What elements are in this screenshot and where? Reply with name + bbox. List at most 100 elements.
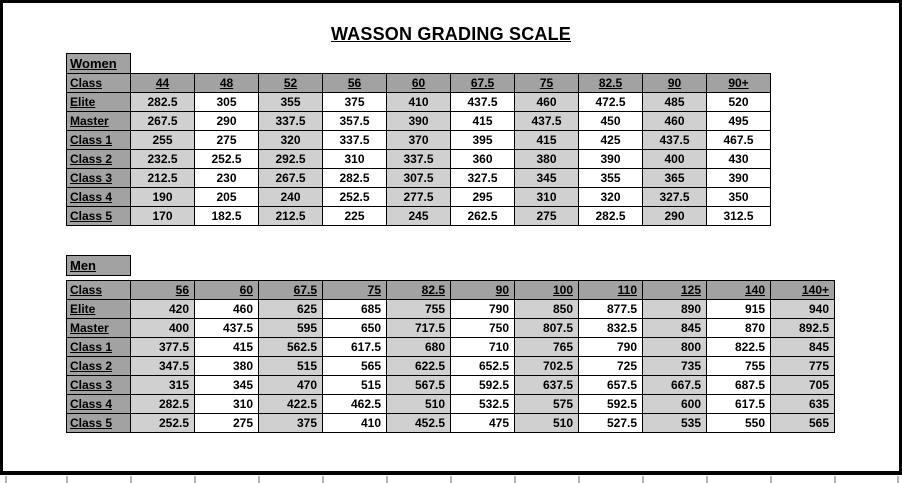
value-cell: 262.5 [450,206,515,226]
weight-class-header: 140 [706,280,771,300]
value-cell: 400 [642,149,707,169]
value-cell: 400 [130,318,195,338]
gridline-tick [897,476,899,483]
page-title: WASSON GRADING SCALE [330,24,571,44]
value-cell: 685 [322,299,387,319]
value-cell: 170 [130,206,195,226]
row-label: Class 1 [66,130,131,150]
value-cell: 282.5 [578,206,643,226]
value-cell: 755 [706,356,771,376]
value-cell: 355 [578,168,643,188]
value-cell: 710 [450,337,515,357]
value-cell: 282.5 [130,394,195,414]
value-cell: 832.5 [578,318,643,338]
value-cell: 377.5 [130,337,195,357]
weight-class-header: 90+ [706,73,771,93]
table-row: Class 5 252.5 275 375 410 452.5 475 510 527.5 535… [66,413,835,433]
weight-class-header: 82.5 [578,73,643,93]
value-cell: 292.5 [258,149,323,169]
row-label: Class 4 [66,394,131,414]
value-cell: 355 [258,92,323,112]
value-cell: 680 [386,337,451,357]
weight-class-header: 60 [386,73,451,93]
value-cell: 650 [322,318,387,338]
value-cell: 282.5 [130,92,195,112]
row-label: Elite [66,92,131,112]
value-cell: 310 [514,187,579,207]
value-cell: 430 [706,149,771,169]
row-label: Class 3 [66,375,131,395]
value-cell: 467.5 [706,130,771,150]
value-cell: 765 [514,337,579,357]
value-cell: 755 [386,299,451,319]
value-cell: 275 [514,206,579,226]
value-cell: 360 [450,149,515,169]
value-cell: 337.5 [258,111,323,131]
value-cell: 845 [770,337,835,357]
weight-class-header: 56 [322,73,387,93]
value-cell: 592.5 [450,375,515,395]
table-row: Class 5 170 182.5 212.5 225 245 262.5 275 282.5 2… [66,206,771,226]
weight-class-header: 56 [130,280,195,300]
women-header-row: Class 44 48 52 56 60 67.5 75 82.5 90 90+ [66,73,771,93]
value-cell: 275 [194,130,259,150]
value-cell: 705 [770,375,835,395]
value-cell: 892.5 [770,318,835,338]
weight-class-header: 90 [450,280,515,300]
gridline-tick [706,476,708,483]
table-row: Class 2 232.5 252.5 292.5 310 337.5 360 380 390 4… [66,149,771,169]
men-grading-table: Class 56 60 67.5 75 82.5 90 100 110 125 140 140+ Eli… [66,280,835,433]
women-grading-table: Class 44 48 52 56 60 67.5 75 82.5 90 90+ Elite 282.5… [66,73,771,226]
value-cell: 375 [322,92,387,112]
value-cell: 252.5 [194,149,259,169]
value-cell: 212.5 [130,168,195,188]
value-cell: 845 [642,318,707,338]
value-cell: 485 [642,92,707,112]
value-cell: 870 [706,318,771,338]
row-label: Class 5 [66,413,131,433]
men-table-body: Class 56 60 67.5 75 82.5 90 100 110 125 140 140+ Eli… [66,280,835,433]
value-cell: 562.5 [258,337,323,357]
value-cell: 345 [514,168,579,188]
table-row: Class 4 282.5 310 422.5 462.5 510 532.5 575 592.… [66,394,835,414]
weight-class-header: 67.5 [258,280,323,300]
value-cell: 212.5 [258,206,323,226]
value-cell: 182.5 [194,206,259,226]
value-cell: 420 [130,299,195,319]
table-row: Class 4 190 205 240 252.5 277.5 295 310 320 327.5… [66,187,771,207]
value-cell: 395 [450,130,515,150]
value-cell: 380 [514,149,579,169]
value-cell: 320 [578,187,643,207]
value-cell: 717.5 [386,318,451,338]
table-row: Class 3 212.5 230 267.5 282.5 307.5 327.5 345 35… [66,168,771,188]
value-cell: 437.5 [642,130,707,150]
weight-class-header: 67.5 [450,73,515,93]
value-cell: 310 [194,394,259,414]
row-label: Class 1 [66,337,131,357]
value-cell: 380 [194,356,259,376]
value-cell: 232.5 [130,149,195,169]
value-cell: 345 [194,375,259,395]
value-cell: 390 [578,149,643,169]
value-cell: 617.5 [706,394,771,414]
gridline-tick [322,476,324,483]
weight-class-header: 52 [258,73,323,93]
value-cell: 527.5 [578,413,643,433]
value-cell: 592.5 [578,394,643,414]
row-label: Elite [66,299,131,319]
value-cell: 282.5 [322,168,387,188]
value-cell: 327.5 [642,187,707,207]
table-row: Master 400 437.5 595 650 717.5 750 807.5 832.5 84… [66,318,835,338]
value-cell: 255 [130,130,195,150]
weight-class-header: 140+ [770,280,835,300]
weight-class-header: 90 [642,73,707,93]
class-corner-cell: Class [66,73,131,93]
value-cell: 667.5 [642,375,707,395]
value-cell: 275 [194,413,259,433]
weight-class-header: 110 [578,280,643,300]
table-row: Elite 282.5 305 355 375 410 437.5 460 472.5 485 52… [66,92,771,112]
value-cell: 307.5 [386,168,451,188]
value-cell: 410 [322,413,387,433]
value-cell: 390 [386,111,451,131]
value-cell: 312.5 [706,206,771,226]
